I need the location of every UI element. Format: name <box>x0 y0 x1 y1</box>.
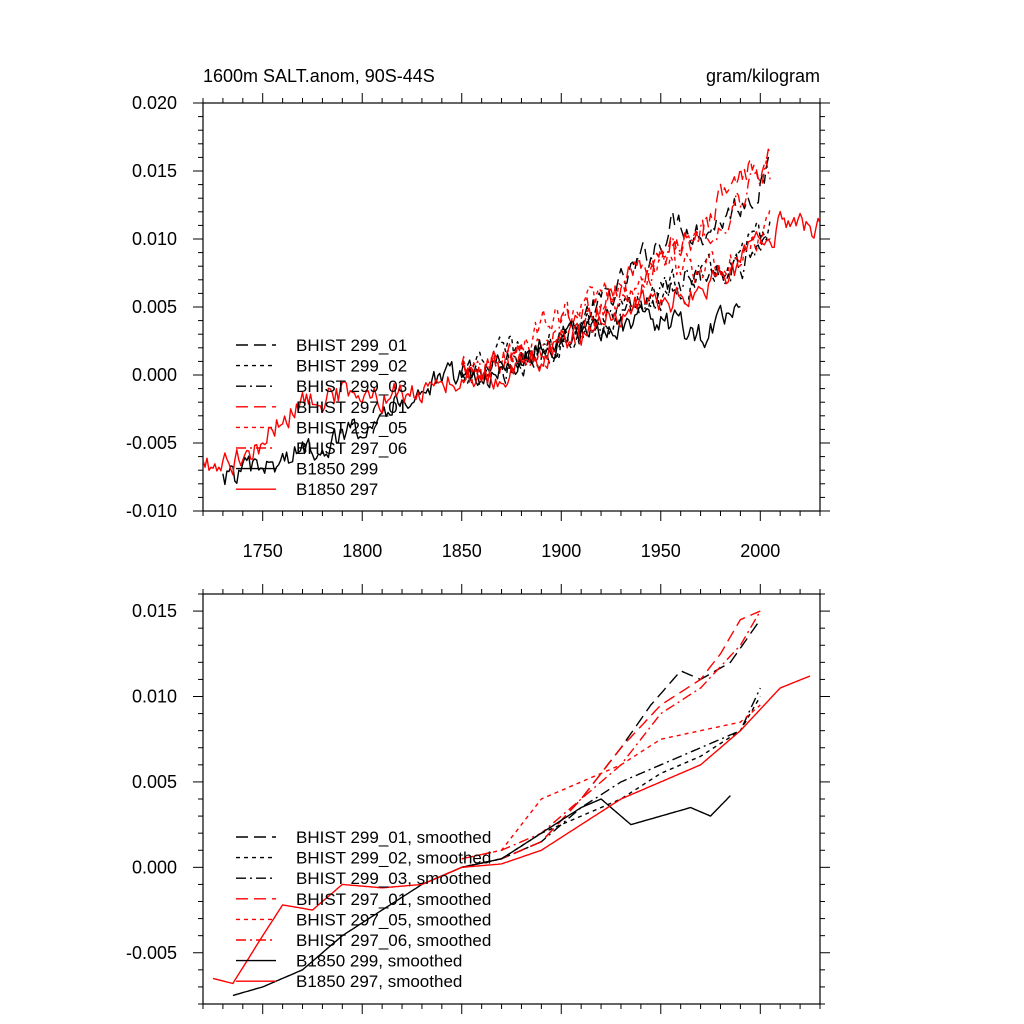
top-panel: 1600m SALT.anom, 90S-44S gram/kilogram 1… <box>126 66 830 561</box>
chart-title: 1600m SALT.anom, 90S-44S <box>203 66 435 86</box>
legend-label: B1850 299 <box>296 460 378 479</box>
series-line <box>461 687 761 868</box>
legend-label: BHIST 297_01, smoothed <box>296 890 491 909</box>
series-line <box>212 675 811 985</box>
series-line <box>461 704 761 860</box>
series-line <box>232 795 731 997</box>
legend-label: BHIST 297_06 <box>296 439 407 458</box>
bottom-panel: -0.005 0.000 0.005 0.010 0.015 BHIST 299_01, … <box>126 584 830 1014</box>
series-line <box>461 235 771 384</box>
x-tick-label: 1850 <box>442 541 482 561</box>
series-line <box>461 148 771 380</box>
y-tick-label: 0.010 <box>132 687 177 707</box>
units-label: gram/kilogram <box>706 66 820 86</box>
series-line <box>461 160 771 383</box>
y-tick-label: 0.000 <box>132 857 177 877</box>
series-line <box>461 696 761 868</box>
series-line <box>461 610 761 860</box>
legend-label: B1850 297 <box>296 480 378 499</box>
y-tick-label: 0.010 <box>132 229 177 249</box>
legend-label: BHIST 299_02, smoothed <box>296 849 491 868</box>
legend-label: BHIST 297_01 <box>296 398 407 417</box>
y-tick-label: -0.010 <box>126 501 177 521</box>
y-tick-label: 0.015 <box>132 601 177 621</box>
legend-label: BHIST 297_05 <box>296 418 407 437</box>
series-lines <box>203 148 820 486</box>
legend-label: BHIST 299_01, smoothed <box>296 828 491 847</box>
legend-label: B1850 299, smoothed <box>296 952 462 971</box>
legend-label: BHIST 297_05, smoothed <box>296 910 491 929</box>
series-line <box>461 610 761 868</box>
series-line <box>461 619 761 868</box>
x-tick-label: 1750 <box>243 541 283 561</box>
y-tick-label: 0.005 <box>132 772 177 792</box>
legend-label: B1850 297, smoothed <box>296 972 462 991</box>
legend: BHIST 299_01, smoothed BHIST 299_02, smoo… <box>236 828 491 991</box>
x-tick-label: 1950 <box>641 541 681 561</box>
legend-label: BHIST 299_01 <box>296 336 407 355</box>
y-tick-label: -0.005 <box>126 433 177 453</box>
y-tick-label: 0.015 <box>132 161 177 181</box>
series-lines <box>212 610 811 997</box>
y-tick-label: 0.000 <box>132 365 177 385</box>
legend-label: BHIST 299_02 <box>296 357 407 376</box>
legend-label: BHIST 297_06, smoothed <box>296 931 491 950</box>
x-tick-label: 1800 <box>342 541 382 561</box>
y-tick-label: -0.005 <box>126 943 177 963</box>
y-tick-label: 0.005 <box>132 297 177 317</box>
y-tick-label: 0.020 <box>132 93 177 113</box>
x-tick-label: 1900 <box>541 541 581 561</box>
x-tick-label: 2000 <box>740 541 780 561</box>
series-line <box>203 210 820 476</box>
legend-label: BHIST 299_03, smoothed <box>296 869 491 888</box>
legend-label: BHIST 299_03 <box>296 377 407 396</box>
